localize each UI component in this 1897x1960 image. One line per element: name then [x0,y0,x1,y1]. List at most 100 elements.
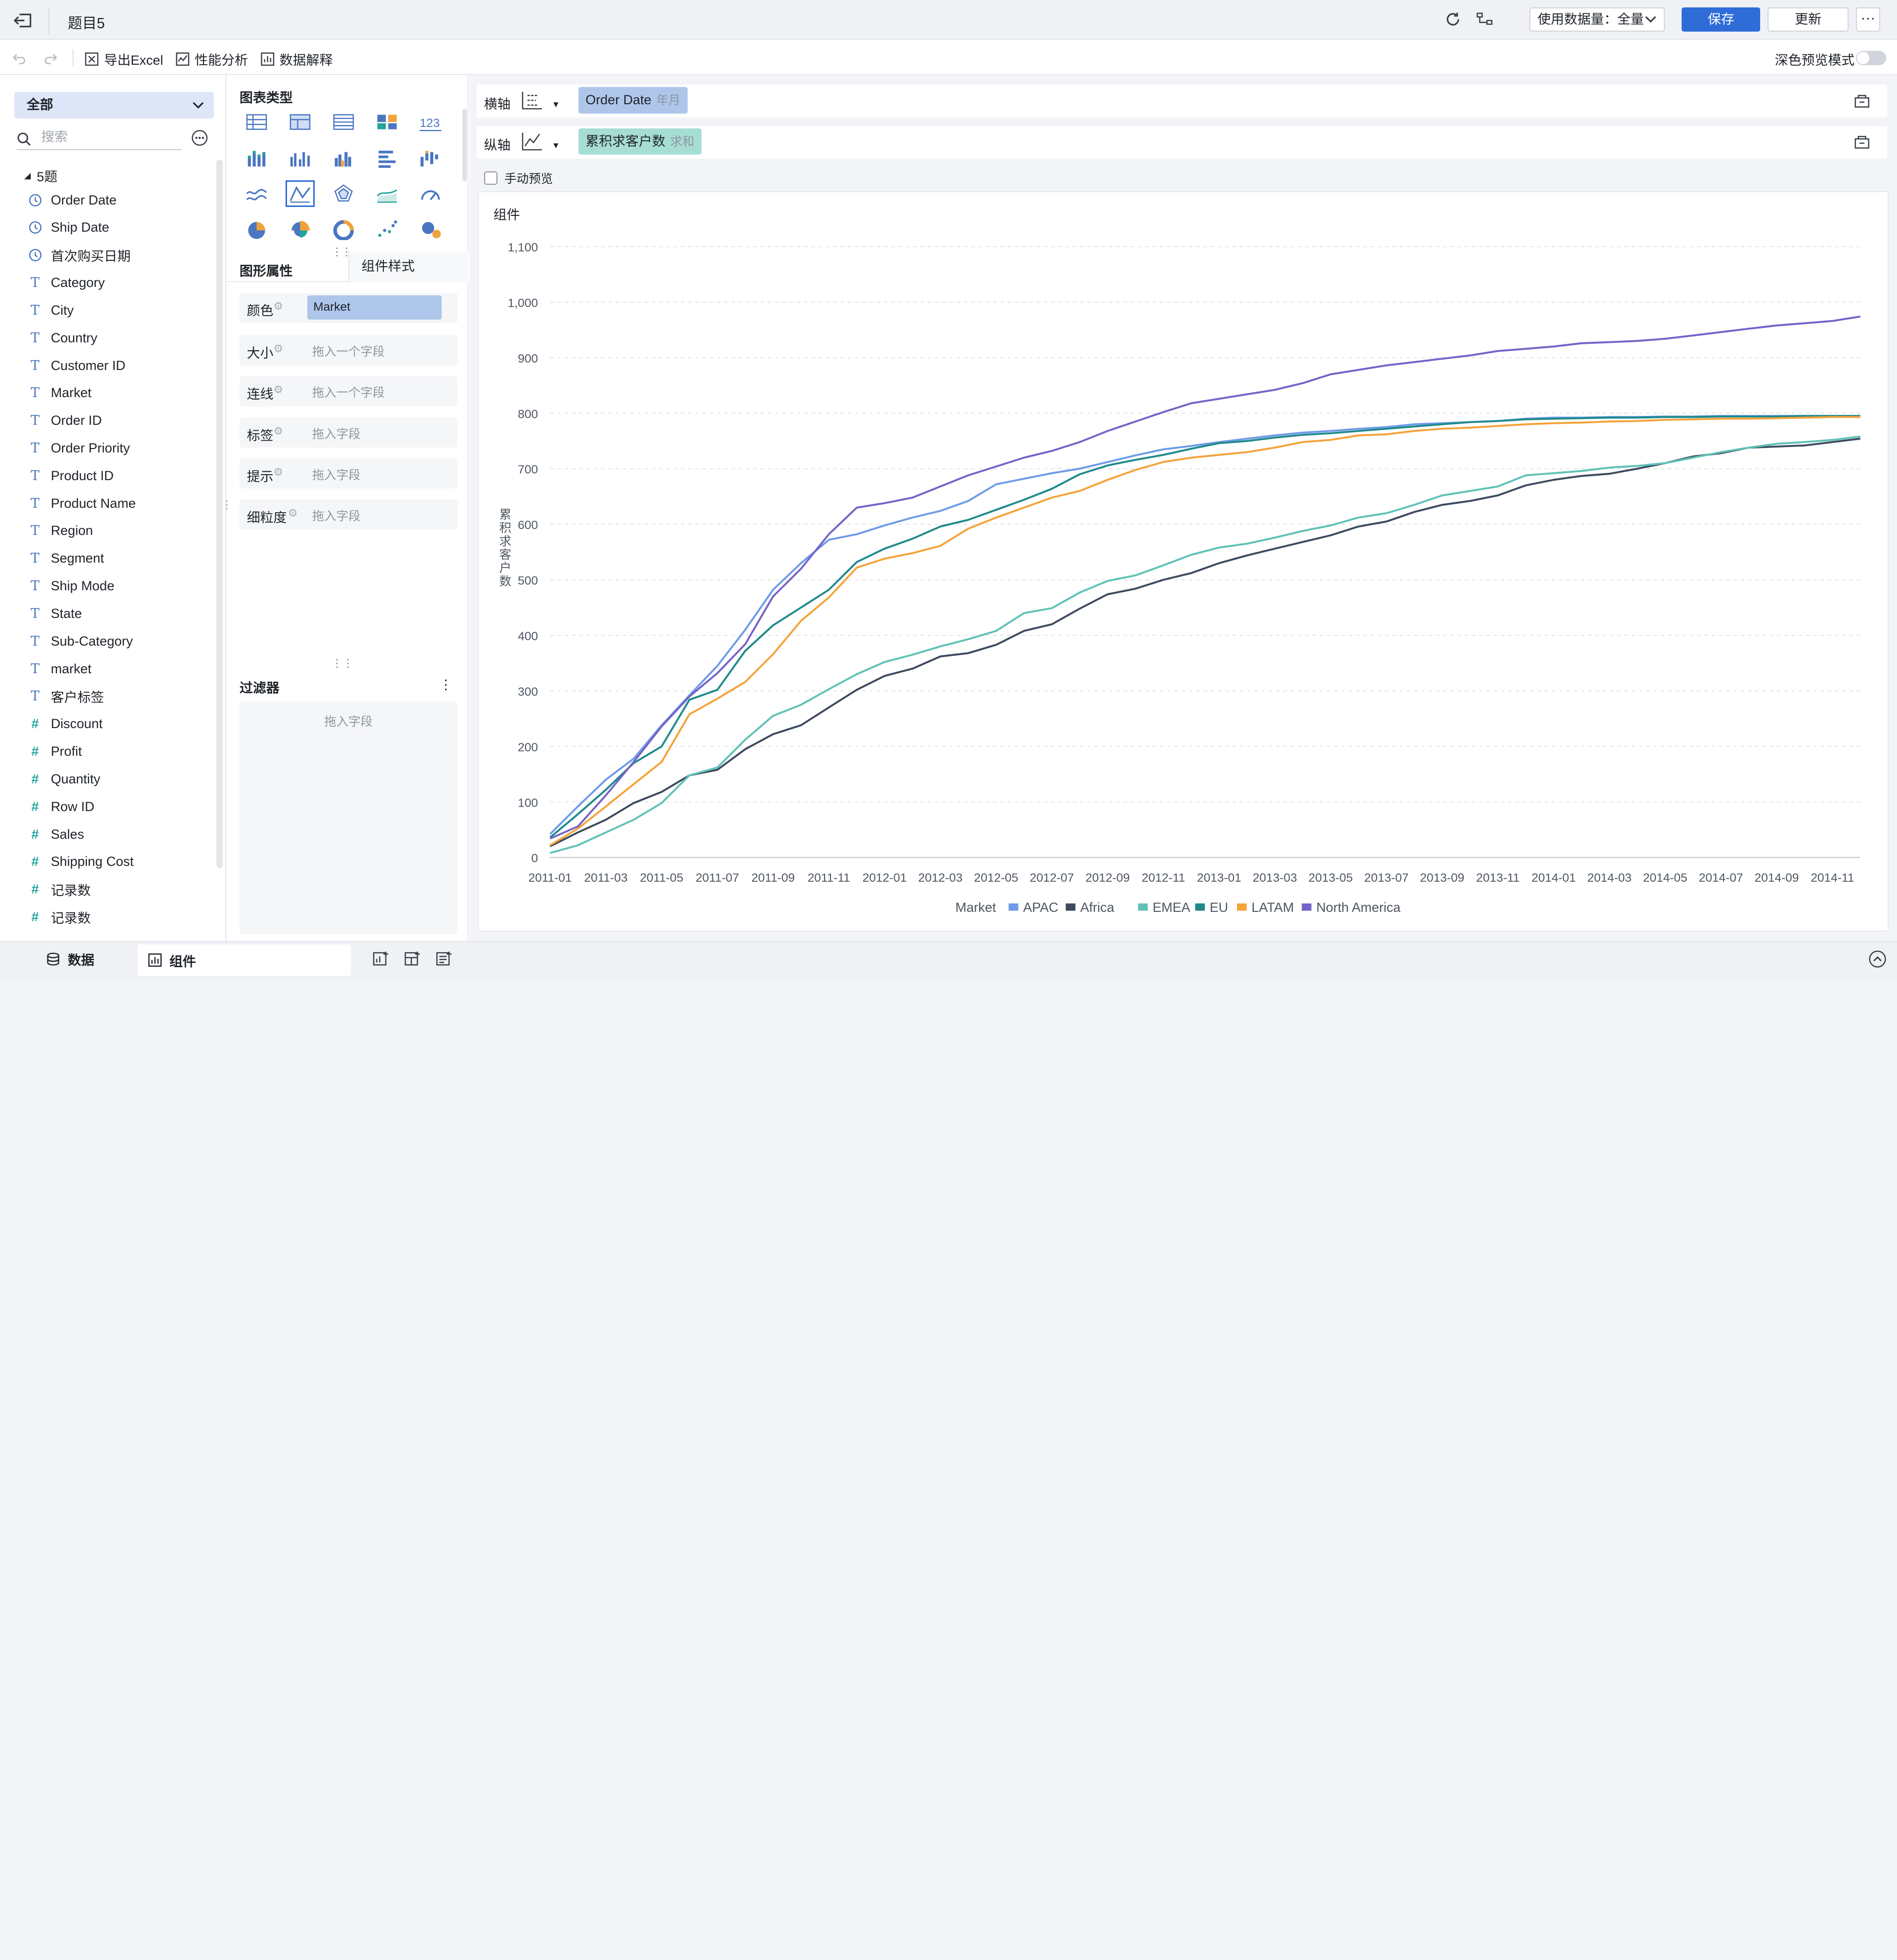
field-item[interactable]: 首次购买日期 [27,242,220,269]
axis-sort-icon[interactable] [520,89,544,111]
chart-type-stacked-column[interactable] [242,145,271,171]
tab-graphic-properties[interactable]: 图形属性 [239,263,293,279]
redo-icon[interactable] [43,51,58,65]
field-item[interactable]: # Row ID [27,793,220,820]
data-explain-button[interactable]: 数据解释 [260,49,332,69]
field-item[interactable]: T City [27,296,220,324]
chart-type-kpi-card[interactable] [372,109,402,135]
property-dropzone[interactable]: 拖入一个字段 [312,345,385,359]
chart-type-waterfall[interactable] [416,145,445,171]
field-item[interactable]: T Ship Mode [27,572,220,600]
x-axis-field-pill[interactable]: Order Date 年月 [578,87,688,114]
field-item[interactable]: T Category [27,269,220,297]
gear-icon[interactable]: ⚙ [273,383,284,396]
property-dropzone[interactable]: 拖入字段 [312,510,361,524]
chart-type-rose[interactable] [286,216,315,243]
caret-down-icon[interactable]: ▼ [551,99,560,109]
chart-type-donut[interactable] [329,216,358,243]
tab-component-style[interactable]: 组件样式 [348,251,468,282]
export-excel-button[interactable]: 导出Excel [84,49,163,69]
axis-settings-icon[interactable] [1854,92,1870,109]
field-item[interactable]: T Product ID [27,462,220,490]
checkbox-box[interactable] [484,171,497,185]
caret-down-icon[interactable]: ▼ [551,140,560,151]
y-axis-field-pill[interactable]: 累积求客户数 求和 [578,128,702,155]
chart-type-pie[interactable] [242,216,271,243]
x-tick-label: 2012-01 [863,871,907,885]
field-item[interactable]: # Sales [27,820,220,848]
add-report-icon[interactable] [436,950,453,967]
field-item[interactable]: # 记录数 [27,876,220,903]
chart-type-bubble[interactable] [416,216,445,243]
lineage-icon[interactable] [1476,11,1493,28]
chart-type-area[interactable] [242,180,271,207]
field-item[interactable]: Ship Date [27,214,220,242]
field-item[interactable]: # Quantity [27,766,220,793]
field-item[interactable]: T Order Priority [27,435,220,462]
chart-type-cross-table[interactable] [242,109,271,135]
field-item[interactable]: T Segment [27,545,220,572]
scrollbar[interactable] [462,109,467,182]
scrollbar[interactable] [216,160,223,869]
scope-select[interactable]: 全部 [14,92,214,119]
field-item[interactable]: T Region [27,517,220,545]
field-group-header[interactable]: ◢ 5题 [24,166,57,185]
field-item[interactable]: T 客户标签 [27,683,220,710]
field-item[interactable]: T Market [27,379,220,407]
field-item[interactable]: # Profit [27,738,220,766]
chart-type-bar[interactable] [372,145,402,171]
performance-analysis-button[interactable]: 性能分析 [175,49,248,69]
more-menu-button[interactable]: ··· [1856,7,1880,32]
chart-type-range-area[interactable] [372,180,402,207]
chart-type-radar[interactable] [329,180,358,207]
more-options-icon[interactable] [191,129,208,146]
search-input[interactable] [41,129,174,145]
back-icon[interactable] [10,8,37,33]
chart-type-grouped-table[interactable] [286,109,315,135]
manual-preview-checkbox[interactable]: 手动预览 [484,169,553,187]
tab-data[interactable]: 数据 [46,949,94,969]
property-field-pill[interactable]: Market [307,295,442,320]
undo-icon[interactable] [12,51,26,65]
field-item[interactable]: T Sub-Category [27,627,220,655]
axis-line-icon[interactable] [520,130,544,152]
data-usage-select[interactable]: 使用数据量：全量 [1529,7,1665,32]
field-item[interactable]: T Order ID [27,407,220,435]
field-item[interactable]: # Discount [27,710,220,738]
save-button[interactable]: 保存 [1682,7,1761,32]
property-dropzone[interactable]: 拖入字段 [312,427,361,441]
gear-icon[interactable]: ⚙ [288,507,298,520]
field-item[interactable]: T State [27,600,220,628]
chart-type-multi-column[interactable] [329,145,358,171]
chart-type-line[interactable] [285,180,315,207]
field-item[interactable]: T Country [27,324,220,352]
add-dashboard-icon[interactable] [404,950,421,967]
property-dropzone[interactable]: 拖入字段 [312,468,361,482]
dark-preview-toggle[interactable] [1856,50,1886,66]
tab-component[interactable]: 组件 [138,944,351,976]
gear-icon[interactable]: ⚙ [273,465,284,478]
gear-icon[interactable]: ⚙ [273,342,284,355]
property-dropzone[interactable]: 拖入一个字段 [312,386,385,400]
filter-dropzone[interactable]: 拖入字段 [239,701,457,934]
gear-icon[interactable]: ⚙ [273,300,284,313]
chart-type-gauge[interactable] [416,180,445,207]
chart-type-scatter[interactable] [372,216,402,243]
update-button[interactable]: 更新 [1767,7,1849,32]
collapse-icon[interactable] [1868,949,1887,969]
resize-handle[interactable]: ⋮⋮ [331,656,354,669]
filter-more-icon[interactable]: ⋮ [439,677,453,693]
field-item[interactable]: Order Date [27,186,220,214]
gear-icon[interactable]: ⚙ [273,424,284,437]
chart-type-detail-table[interactable] [329,109,358,135]
field-item[interactable]: T Product Name [27,490,220,517]
field-item[interactable]: # Shipping Cost [27,848,220,876]
refresh-icon[interactable] [1444,11,1461,28]
chart-type-metric-number[interactable]: 123 [416,109,445,135]
field-item[interactable]: # 记录数 [27,903,220,931]
field-item[interactable]: T Customer ID [27,352,220,379]
chart-type-column[interactable] [286,145,315,171]
axis-settings-icon[interactable] [1854,133,1870,150]
add-chart-icon[interactable] [372,950,389,967]
